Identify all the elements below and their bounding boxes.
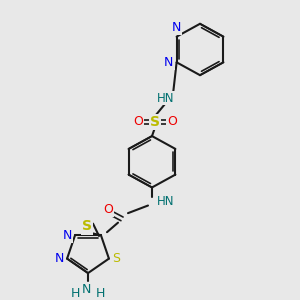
Text: N: N	[55, 252, 64, 265]
Text: H: H	[96, 287, 105, 300]
Text: O: O	[103, 203, 113, 216]
Text: N: N	[81, 283, 91, 296]
Text: N: N	[164, 56, 174, 69]
Text: S: S	[112, 252, 120, 265]
Text: S: S	[82, 220, 92, 233]
Text: H: H	[70, 287, 80, 300]
Text: O: O	[167, 115, 177, 128]
Text: S: S	[150, 115, 160, 129]
Text: N: N	[63, 229, 72, 242]
Text: N: N	[172, 21, 181, 34]
Text: O: O	[133, 115, 143, 128]
Text: HN: HN	[157, 92, 175, 104]
Text: HN: HN	[157, 195, 175, 208]
